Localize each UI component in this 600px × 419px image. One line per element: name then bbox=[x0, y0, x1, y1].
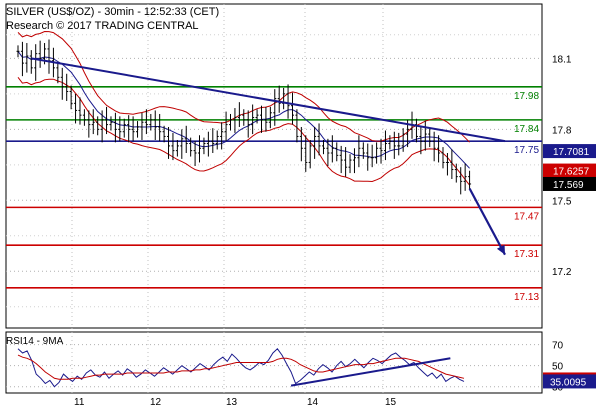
price-panel-frame bbox=[5, 3, 543, 329]
level-label: 17.75 bbox=[514, 145, 539, 156]
level-label: 17.31 bbox=[514, 249, 539, 260]
price-tick-label: 18.1 bbox=[552, 54, 572, 65]
x-tick-label: 13 bbox=[226, 397, 238, 408]
chart-title: SILVER (US$/OZ) - 30min - 12:52:33 (CET) bbox=[6, 6, 220, 18]
rsi-badge-rsi bbox=[543, 374, 596, 389]
rsi-badge-label: 35.0095 bbox=[550, 377, 587, 388]
rsi-panel-frame bbox=[5, 331, 543, 394]
rsi-panel-title: RSI14 - 9MA bbox=[6, 336, 64, 347]
x-tick-label: 11 bbox=[74, 397, 85, 408]
price-tick-label: 17.2 bbox=[552, 267, 572, 278]
level-label: 17.13 bbox=[514, 292, 539, 303]
price-tick-label: 17.5 bbox=[552, 196, 572, 207]
rsi-rising-trendline bbox=[290, 357, 451, 387]
level-label: 17.84 bbox=[514, 124, 539, 135]
descending-trendline bbox=[31, 57, 506, 143]
price-badge-pivot bbox=[543, 144, 596, 159]
price-badge-label: 17.6257 bbox=[553, 167, 590, 178]
rsi-line bbox=[17, 348, 465, 388]
price-tick-label: 17.8 bbox=[552, 125, 572, 136]
bollinger-lower-band bbox=[17, 76, 470, 186]
rsi-tick-label: 70 bbox=[552, 341, 564, 352]
research-credit: Research © 2017 TRADING CENTRAL bbox=[6, 20, 199, 32]
price-badge-bb bbox=[543, 163, 596, 178]
projection-arrow-line bbox=[468, 187, 506, 256]
projection-arrowhead bbox=[496, 244, 505, 255]
price-badge-label: 17.7081 bbox=[553, 147, 590, 158]
x-tick-label: 14 bbox=[307, 397, 319, 408]
rsi-tick-label: 50 bbox=[552, 362, 564, 373]
price-badge-price bbox=[543, 176, 596, 191]
x-tick-label: 15 bbox=[385, 397, 397, 408]
rsi-ma-line bbox=[17, 354, 465, 380]
price-badge-label: 17.569 bbox=[553, 180, 584, 191]
level-label: 17.98 bbox=[514, 91, 539, 102]
level-label: 17.47 bbox=[514, 211, 539, 222]
x-tick-label: 12 bbox=[150, 397, 162, 408]
